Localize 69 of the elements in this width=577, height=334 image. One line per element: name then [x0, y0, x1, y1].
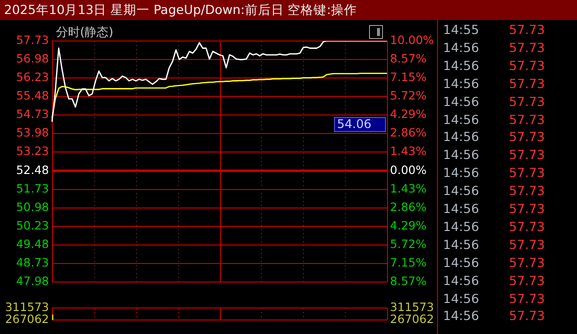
y2-tick-label: 0.00%: [390, 162, 427, 177]
y2-tick-label: 2.86%: [390, 200, 427, 214]
y-tick-label: 57.73: [16, 32, 49, 47]
text: 14:56: [443, 165, 480, 180]
text: 14:56: [443, 58, 480, 73]
text: 14:56: [443, 218, 480, 234]
text: 57.73: [509, 94, 545, 109]
text: 57.73: [509, 76, 545, 91]
text: 57.73: [509, 254, 545, 270]
text: 14:56: [443, 147, 480, 162]
text: 14:56: [443, 129, 480, 144]
y2-tick-label: 7.15%: [390, 70, 427, 84]
y-tick-label: 49.48: [16, 236, 49, 251]
y2-tick-label: 1.43%: [390, 181, 427, 196]
y-tick-label: 52.48: [16, 162, 49, 177]
text: 57.73: [509, 272, 545, 288]
text: 57.73: [509, 165, 545, 180]
text: 14:56: [443, 236, 480, 252]
chart-title: 2025年10月13日 星期一 PageUp/Down:前后日 空格键:操作: [4, 2, 357, 19]
y-tick-label: 53.98: [16, 126, 49, 140]
y2-tick-label: 8.57%: [390, 274, 427, 288]
text: 57.73: [509, 308, 545, 324]
text: 57.73: [509, 22, 545, 37]
text: 14:56: [443, 254, 480, 270]
y2-tick-label: 1.43%: [390, 144, 427, 158]
text: 14:56: [443, 308, 480, 324]
text: 57.73: [509, 183, 545, 198]
text: 57.73: [509, 112, 545, 126]
text: 57.73: [509, 236, 545, 252]
text: 14:56: [443, 183, 480, 198]
text: 14:56: [443, 40, 480, 55]
text: 57.73: [509, 40, 545, 55]
y-tick-label: 56.23: [16, 70, 49, 84]
y2-tick-label: 10.00%: [390, 32, 434, 47]
text: 14:56: [443, 290, 480, 306]
y2-tick-label: 7.15%: [390, 256, 427, 270]
y-tick-label: 47.98: [16, 274, 49, 288]
y-tick-label: 56.98: [16, 52, 49, 66]
text: 14:56: [443, 94, 480, 109]
y2-tick-label: 4.29%: [390, 107, 427, 122]
text: 14:55: [443, 22, 480, 37]
y2-tick-label: 8.57%: [390, 52, 427, 66]
y-tick-label: 55.48: [16, 88, 49, 103]
y2-tick-label: 267062: [390, 312, 434, 326]
text: 14:56: [443, 272, 480, 288]
text: 57.73: [509, 201, 545, 216]
text: 57.73: [509, 147, 545, 162]
text: 57.73: [509, 58, 545, 73]
text: 14:56: [443, 201, 480, 216]
y2-tick-label: 5.72%: [390, 236, 427, 251]
chart-subtitle: 分时(静态): [56, 24, 114, 41]
y-tick-label: 48.73: [16, 255, 49, 270]
y-tick-label: 53.23: [16, 144, 49, 158]
y2-tick-label: 311573: [390, 300, 434, 314]
y-tick-label: 50.98: [16, 200, 49, 214]
y2-tick-label: 4.29%: [390, 218, 427, 232]
text: 14:56: [443, 112, 480, 126]
y2-tick-label: 2.86%: [390, 126, 427, 140]
text: 14:56: [443, 76, 480, 91]
y-tick-label: 267062: [5, 312, 49, 326]
y2-tick-label: 5.72%: [390, 88, 427, 103]
y-tick-label: 51.73: [16, 181, 49, 196]
annotation: 54.06: [334, 117, 386, 132]
text: 57.73: [509, 218, 545, 234]
text: 57.73: [509, 290, 545, 306]
y-tick-label: 311573: [5, 300, 49, 314]
y-tick-label: 54.73: [16, 107, 49, 122]
y-tick-label: 50.23: [16, 218, 49, 232]
text: 57.73: [509, 129, 545, 144]
